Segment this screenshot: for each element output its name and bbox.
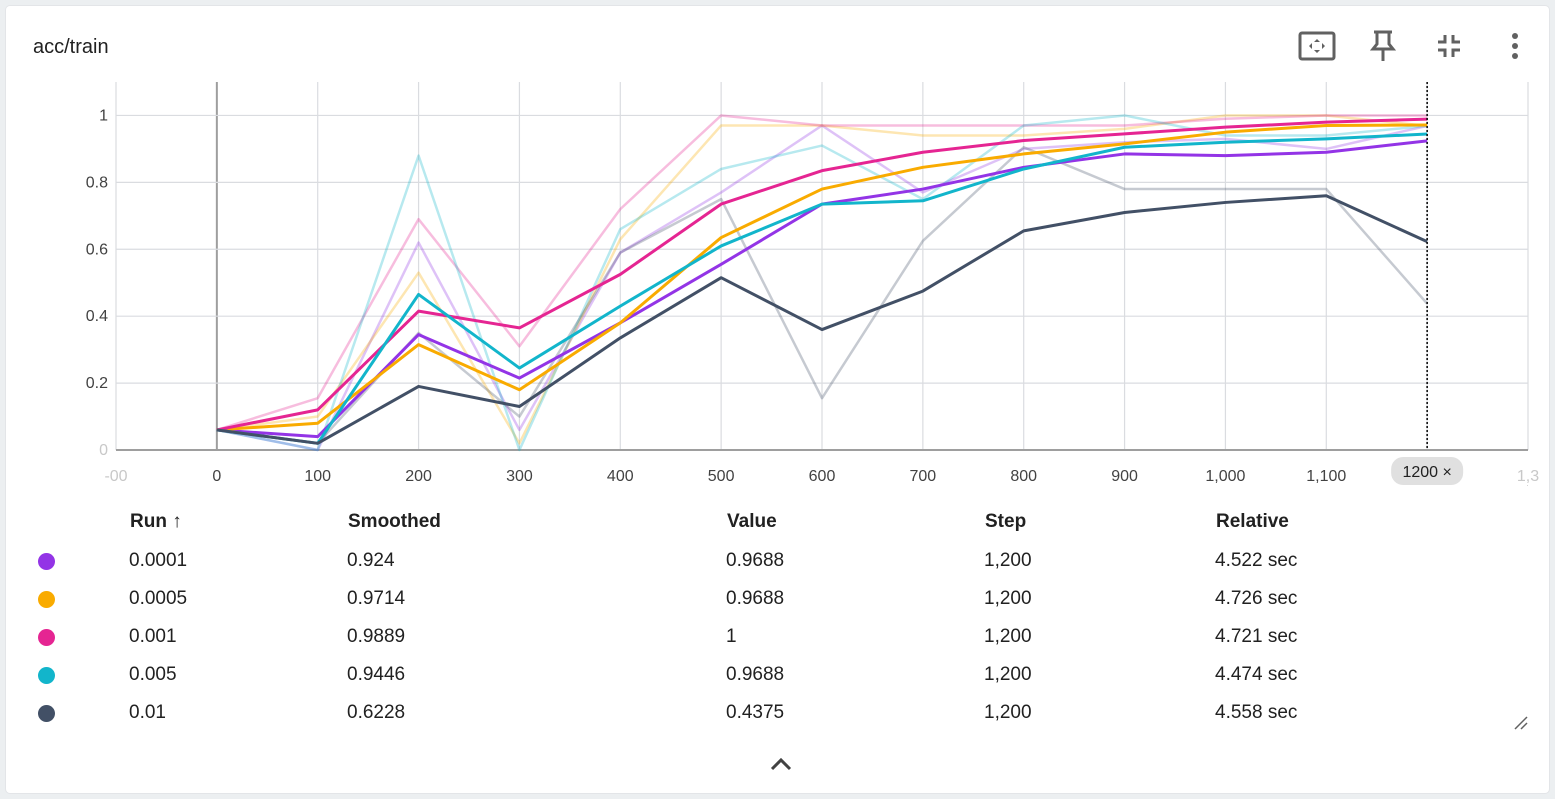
smoothed-series-line <box>216 123 1428 432</box>
y-tick-label: 1 <box>99 107 108 124</box>
x-tick-label: 300 <box>506 468 533 485</box>
run-color-dot <box>38 629 55 646</box>
x-tick-label: 600 <box>809 468 836 485</box>
step-value: 1,200 <box>984 702 1032 723</box>
y-tick-label: 0.6 <box>86 241 108 258</box>
raw-value: 0.9688 <box>726 588 785 609</box>
chart-card: acc/train <box>6 6 1549 793</box>
line-chart[interactable]: -00 0 100 200 300 400 500 600 700 800 900 1,000 1,10… <box>6 6 1549 486</box>
raw-series-line <box>216 124 1428 452</box>
axis-ticks: -00 0 100 200 300 400 500 600 700 800 900 1,000 1,10… <box>86 107 1539 485</box>
pin-button[interactable] <box>1363 28 1403 68</box>
x-tick-label: 1,100 <box>1306 468 1346 485</box>
x-tick-label: 1,3 <box>1517 468 1539 485</box>
smoothed-value: 0.9714 <box>347 588 406 609</box>
step-value: 1,200 <box>984 550 1032 571</box>
relative-time: 4.726 sec <box>1215 588 1298 609</box>
smoothed-series-lines <box>216 117 1428 445</box>
smoothed-value: 0.9889 <box>347 626 406 647</box>
smoothed-value: 0.9446 <box>347 664 406 685</box>
raw-value: 1 <box>726 626 737 647</box>
y-tick-label: 0.8 <box>86 174 108 191</box>
header-smoothed: Smoothed <box>348 511 441 532</box>
fit-to-screen-icon <box>1298 31 1336 66</box>
smoothed-value: 0.924 <box>347 550 395 571</box>
x-tick-label: 1,000 <box>1205 468 1245 485</box>
table-row: 0.001 0.9889 1 1,200 4.721 sec <box>6 618 1549 656</box>
raw-series-line <box>216 145 1429 445</box>
raw-value: 0.4375 <box>726 702 785 723</box>
relative-time: 4.721 sec <box>1215 626 1298 647</box>
raw-value: 0.9688 <box>726 550 785 571</box>
more-vert-icon <box>1510 32 1520 65</box>
chart-grid <box>115 82 1529 451</box>
smoothed-value: 0.6228 <box>347 702 406 723</box>
raw-series-lines <box>216 114 1429 452</box>
y-tick-label: 0.4 <box>86 308 108 325</box>
x-tick-label: 700 <box>910 468 937 485</box>
x-tick-label: 0 <box>212 468 221 485</box>
x-tick-label: 100 <box>304 468 331 485</box>
table-row: 0.01 0.6228 0.4375 1,200 4.558 sec <box>6 694 1549 732</box>
run-name: 0.0005 <box>129 588 188 609</box>
raw-series-line <box>216 114 1428 452</box>
x-tick-label: 200 <box>405 468 432 485</box>
collapse-button[interactable] <box>1429 28 1469 68</box>
cursor-step-label: 1200 × <box>1402 464 1451 481</box>
raw-value: 0.9688 <box>726 664 785 685</box>
raw-series-line <box>216 114 1428 432</box>
run-color-dot <box>38 705 55 722</box>
relative-time: 4.522 sec <box>1215 550 1298 571</box>
raw-series-line <box>216 114 1428 445</box>
run-name: 0.005 <box>129 664 177 685</box>
smoothed-series-line <box>216 132 1428 445</box>
more-options-button[interactable] <box>1495 28 1535 68</box>
expand-table-button[interactable] <box>768 754 794 774</box>
step-value: 1,200 <box>984 588 1032 609</box>
table-row: 0.005 0.9446 0.9688 1,200 4.474 sec <box>6 656 1549 694</box>
y-tick-label: 0 <box>99 442 108 459</box>
relative-time: 4.474 sec <box>1215 664 1298 685</box>
table-row: 0.0005 0.9714 0.9688 1,200 4.726 sec <box>6 580 1549 618</box>
header-run[interactable]: Run ↑ <box>130 511 182 532</box>
run-color-dot <box>38 591 55 608</box>
run-name: 0.01 <box>129 702 166 723</box>
x-tick-label: 800 <box>1010 468 1037 485</box>
run-color-dot <box>38 553 55 570</box>
smoothed-series-line <box>216 194 1428 445</box>
step-value: 1,200 <box>984 664 1032 685</box>
run-name: 0.0001 <box>129 550 188 571</box>
header-relative: Relative <box>1216 511 1289 532</box>
step-value: 1,200 <box>984 626 1032 647</box>
smoothed-series-line <box>216 117 1428 432</box>
x-tick-label: 900 <box>1111 468 1138 485</box>
relative-time: 4.558 sec <box>1215 702 1298 723</box>
table-row: 0.0001 0.924 0.9688 1,200 4.522 sec <box>6 542 1549 580</box>
header-value: Value <box>727 511 777 532</box>
chevron-up-icon <box>768 757 794 778</box>
header-step: Step <box>985 511 1027 532</box>
pin-icon <box>1369 30 1397 67</box>
x-tick-label: 500 <box>708 468 735 485</box>
y-tick-label: 0.2 <box>86 375 108 392</box>
fit-to-screen-button[interactable] <box>1297 28 1337 68</box>
x-tick-label: -00 <box>104 468 127 485</box>
x-tick-label: 400 <box>607 468 634 485</box>
collapse-icon <box>1436 33 1462 64</box>
run-name: 0.001 <box>129 626 177 647</box>
run-color-dot <box>38 667 55 684</box>
cursor-step-chip[interactable]: 1200 × <box>1391 457 1464 485</box>
chart-title: acc/train <box>33 36 109 58</box>
table-resize-handle[interactable] <box>1514 716 1528 730</box>
